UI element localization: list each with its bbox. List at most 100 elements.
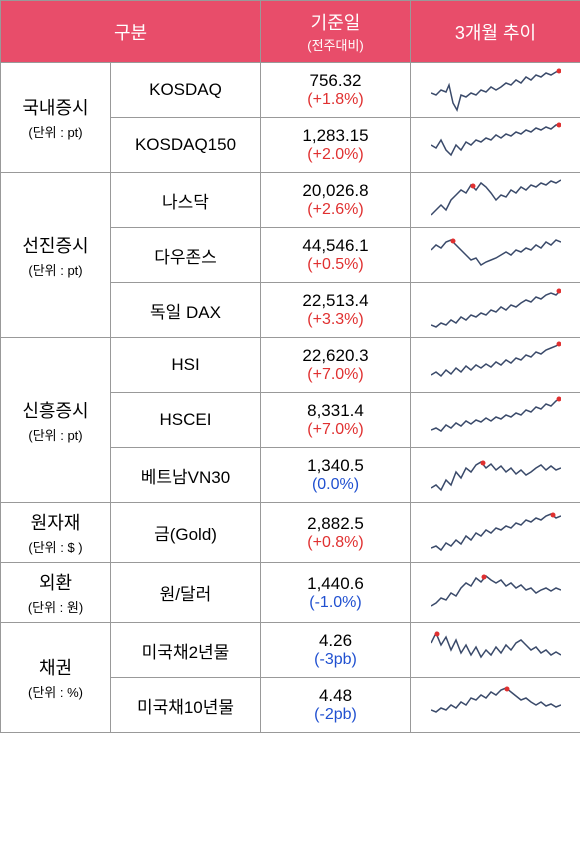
sparkline-chart bbox=[431, 680, 561, 730]
index-name: HSI bbox=[111, 338, 261, 393]
sparkline-marker bbox=[480, 461, 485, 466]
index-name: 나스닥 bbox=[111, 173, 261, 228]
sparkline-marker bbox=[450, 239, 455, 244]
index-value: 1,340.5 bbox=[265, 456, 406, 476]
category-cell: 원자재(단위 : $ ) bbox=[1, 503, 111, 563]
table-row: 신흥증시(단위 : pt)HSI22,620.3(+7.0%) bbox=[1, 338, 580, 393]
sparkline-marker bbox=[556, 123, 561, 128]
header-basedate: 기준일 (전주대비) bbox=[261, 1, 411, 63]
sparkline-cell bbox=[411, 563, 580, 623]
index-value: 22,513.4 bbox=[265, 291, 406, 311]
index-change: (+0.8%) bbox=[265, 534, 406, 552]
table-row: 외환 (단위 : 원) 원/달러1,440.6(-1.0%) bbox=[1, 563, 580, 623]
index-value: 22,620.3 bbox=[265, 346, 406, 366]
value-cell: 22,513.4(+3.3%) bbox=[261, 283, 411, 338]
value-cell: 44,546.1(+0.5%) bbox=[261, 228, 411, 283]
index-name: 다우존스 bbox=[111, 228, 261, 283]
table-row: 채권(단위 : %)미국채2년물4.26(-3pb) bbox=[1, 623, 580, 678]
index-change: (+3.3%) bbox=[265, 311, 406, 329]
sparkline-chart bbox=[431, 65, 561, 115]
value-cell: 756.32(+1.8%) bbox=[261, 63, 411, 118]
index-change: (-2pb) bbox=[265, 706, 406, 724]
index-name: 미국채2년물 bbox=[111, 623, 261, 678]
index-value: 1,440.6 bbox=[265, 574, 406, 594]
sparkline-cell bbox=[411, 228, 580, 283]
index-name: 미국채10년물 bbox=[111, 678, 261, 733]
sparkline-chart bbox=[431, 285, 561, 335]
index-value: 8,331.4 bbox=[265, 401, 406, 421]
sparkline-chart bbox=[431, 395, 561, 445]
category-cell: 신흥증시(단위 : pt) bbox=[1, 338, 111, 503]
value-cell: 1,283.15(+2.0%) bbox=[261, 118, 411, 173]
sparkline-chart bbox=[431, 230, 561, 280]
value-cell: 1,340.5(0.0%) bbox=[261, 448, 411, 503]
index-value: 2,882.5 bbox=[265, 514, 406, 534]
sparkline-marker bbox=[481, 574, 486, 579]
sparkline-marker bbox=[504, 687, 509, 692]
index-value: 44,546.1 bbox=[265, 236, 406, 256]
index-name: 원/달러 bbox=[111, 563, 261, 623]
sparkline-cell bbox=[411, 448, 580, 503]
sparkline-chart bbox=[431, 625, 561, 675]
index-change: (-3pb) bbox=[265, 651, 406, 669]
value-cell: 2,882.5(+0.8%) bbox=[261, 503, 411, 563]
index-name: KOSDAQ150 bbox=[111, 118, 261, 173]
sparkline-cell bbox=[411, 118, 580, 173]
sparkline-cell bbox=[411, 393, 580, 448]
index-change: (+7.0%) bbox=[265, 421, 406, 439]
index-value: 756.32 bbox=[265, 71, 406, 91]
category-label: 선진증시 bbox=[22, 236, 88, 256]
sparkline-cell bbox=[411, 63, 580, 118]
sparkline-marker bbox=[556, 289, 561, 294]
category-cell: 국내증시 (단위 : pt) bbox=[1, 63, 111, 173]
sparkline-chart bbox=[431, 450, 561, 500]
sparkline-cell bbox=[411, 503, 580, 563]
sparkline-chart bbox=[431, 120, 561, 170]
value-cell: 20,026.8(+2.6%) bbox=[261, 173, 411, 228]
sparkline-cell bbox=[411, 173, 580, 228]
value-cell: 22,620.3(+7.0%) bbox=[261, 338, 411, 393]
index-change: (+2.6%) bbox=[265, 201, 406, 219]
sparkline-marker bbox=[556, 69, 561, 74]
category-cell: 선진증시 (단위 : pt) bbox=[1, 173, 111, 338]
sparkline-chart bbox=[431, 175, 561, 225]
sparkline-cell bbox=[411, 678, 580, 733]
header-trend: 3개월 추이 bbox=[411, 1, 580, 63]
index-name: KOSDAQ bbox=[111, 63, 261, 118]
table-row: 원자재(단위 : $ )금(Gold)2,882.5(+0.8%) bbox=[1, 503, 580, 563]
sparkline-cell bbox=[411, 623, 580, 678]
category-cell: 채권 (단위 : %) bbox=[1, 623, 111, 733]
index-value: 1,283.15 bbox=[265, 126, 406, 146]
index-change: (+1.8%) bbox=[265, 91, 406, 109]
category-label: 채권 bbox=[39, 658, 72, 678]
category-sublabel: (단위 : 원) bbox=[5, 597, 106, 616]
category-label: 외환 bbox=[39, 573, 72, 593]
sparkline-marker bbox=[550, 512, 555, 517]
sparkline-chart bbox=[431, 508, 561, 558]
category-sublabel: (단위 : %) bbox=[5, 682, 106, 701]
header-basedate-sub: (전주대비) bbox=[265, 35, 406, 54]
sparkline-cell bbox=[411, 338, 580, 393]
index-change: (+2.0%) bbox=[265, 146, 406, 164]
value-cell: 1,440.6(-1.0%) bbox=[261, 563, 411, 623]
index-change: (0.0%) bbox=[265, 476, 406, 494]
index-value: 20,026.8 bbox=[265, 181, 406, 201]
category-sublabel: (단위 : $ ) bbox=[5, 537, 106, 556]
table-row: 국내증시(단위 : pt)KOSDAQ756.32(+1.8%) bbox=[1, 63, 580, 118]
header-basedate-main: 기준일 bbox=[311, 13, 361, 33]
market-table: 구분 기준일 (전주대비) 3개월 추이 국내증시(단위 : pt)KOSDAQ… bbox=[0, 0, 580, 733]
sparkline-cell bbox=[411, 283, 580, 338]
index-value: 4.48 bbox=[265, 686, 406, 706]
table-row: 선진증시(단위 : pt)나스닥20,026.8(+2.6%) bbox=[1, 173, 580, 228]
index-change: (+0.5%) bbox=[265, 256, 406, 274]
category-sublabel: (단위 : pt) bbox=[5, 260, 106, 279]
category-label: 국내증시 bbox=[22, 98, 88, 118]
category-sublabel: (단위 : pt) bbox=[5, 122, 106, 141]
index-name: 금(Gold) bbox=[111, 503, 261, 563]
header-category: 구분 bbox=[1, 1, 261, 63]
value-cell: 4.26(-3pb) bbox=[261, 623, 411, 678]
category-label: 신흥증시 bbox=[22, 401, 88, 421]
index-name: 독일 DAX bbox=[111, 283, 261, 338]
category-cell: 외환 (단위 : 원) bbox=[1, 563, 111, 623]
index-change: (-1.0%) bbox=[265, 594, 406, 612]
